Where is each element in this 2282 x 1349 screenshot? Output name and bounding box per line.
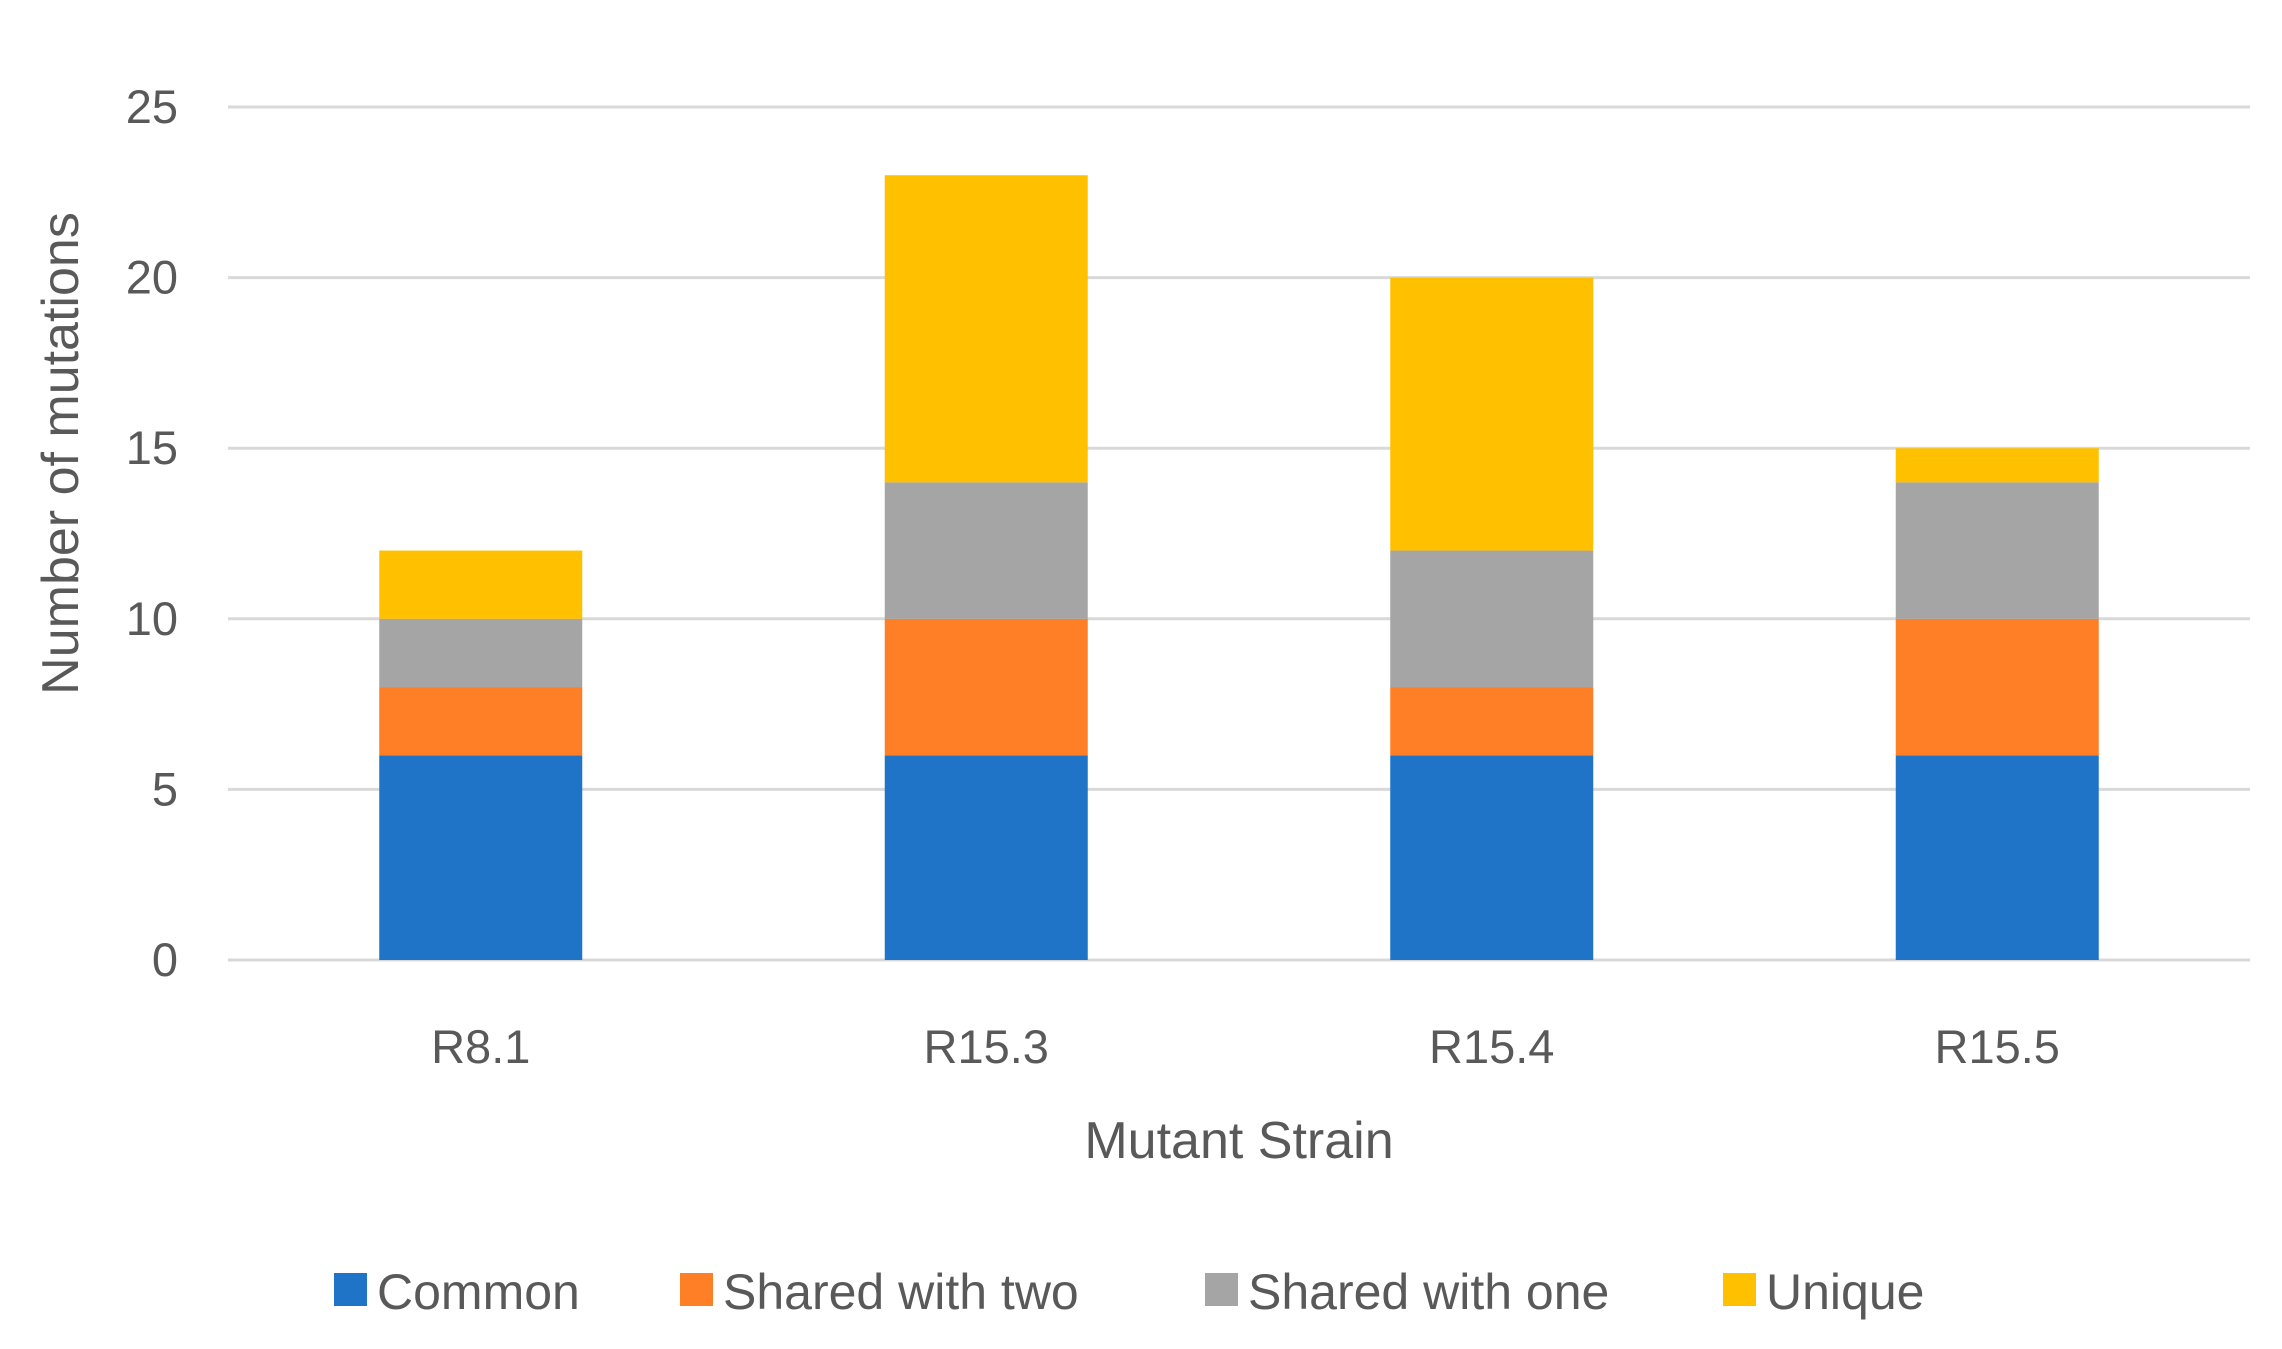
bars [379, 175, 2099, 960]
bar-segment [884, 482, 1088, 619]
legend: Common Shared with two Shared with one Uniq… [334, 1264, 1924, 1320]
x-tick-label: R8.1 [431, 1020, 530, 1073]
legend-swatch [1723, 1273, 1756, 1306]
x-axis-ticks: R8.1 R15.3 R15.4 R15.5 [431, 1020, 2060, 1073]
x-tick-label: R15.5 [1935, 1020, 2060, 1073]
legend-label: Unique [1766, 1264, 1924, 1320]
bar-segment [1390, 277, 1594, 551]
y-tick-label: 25 [126, 80, 178, 133]
x-tick-label: R15.3 [924, 1020, 1049, 1073]
bar-segment [1895, 448, 2099, 483]
bar-segment [884, 618, 1088, 756]
legend-label: Shared with two [723, 1264, 1079, 1320]
y-tick-label: 15 [126, 421, 178, 474]
legend-swatch [680, 1273, 713, 1306]
y-tick-label: 20 [126, 251, 178, 304]
legend-swatch [1205, 1273, 1238, 1306]
bar-segment [1390, 550, 1594, 688]
legend-swatch [334, 1273, 367, 1306]
bar-segment [1895, 755, 2099, 960]
bar-segment [1895, 482, 2099, 619]
x-axis-title: Mutant Strain [1084, 1112, 1393, 1170]
y-axis-title: Number of mutations [32, 212, 90, 695]
legend-label: Common [377, 1264, 580, 1320]
bar-segment [379, 687, 583, 756]
bar-segment [379, 618, 583, 688]
y-tick-label: 10 [126, 592, 178, 645]
bar-segment [884, 755, 1088, 960]
bar-segment [1390, 687, 1594, 756]
y-tick-label: 0 [152, 933, 178, 986]
y-axis-ticks: 0 5 10 15 20 25 [126, 80, 178, 986]
bar-segment [379, 550, 583, 619]
y-tick-label: 5 [152, 762, 178, 815]
x-tick-label: R15.4 [1429, 1020, 1554, 1073]
bar-segment [884, 175, 1088, 483]
bar-segment [1390, 755, 1594, 960]
legend-label: Shared with one [1248, 1264, 1609, 1320]
bar-segment [379, 755, 583, 960]
bar-segment [1895, 618, 2099, 756]
